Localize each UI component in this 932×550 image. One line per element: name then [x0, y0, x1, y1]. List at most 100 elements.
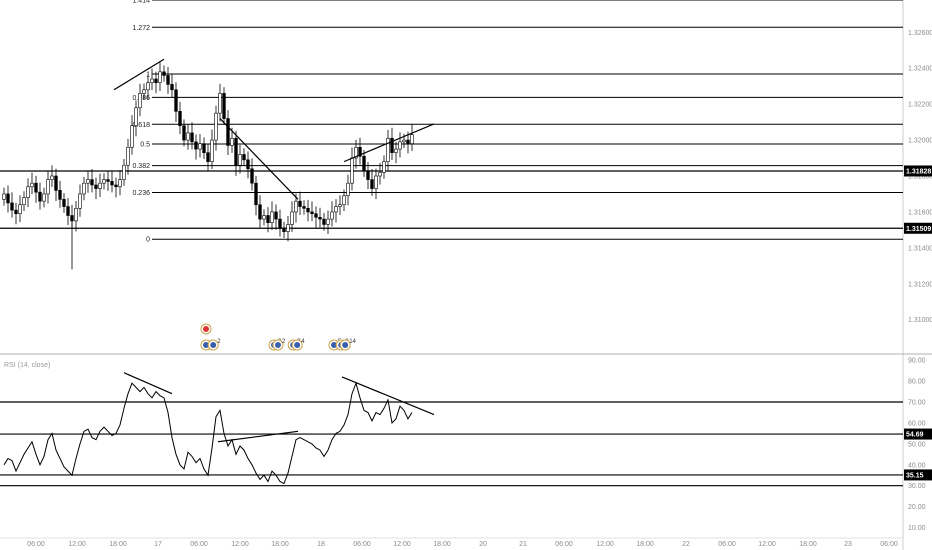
candle-body — [342, 195, 346, 206]
candle-body — [86, 179, 90, 184]
candle-body — [370, 179, 374, 189]
trendline[interactable] — [343, 123, 435, 163]
candle-body — [326, 218, 330, 225]
candle-body — [174, 89, 178, 112]
rsi-value-label: 54.69 — [906, 432, 924, 439]
candle-body — [314, 213, 318, 218]
candle-body — [218, 93, 222, 114]
event-flag-dot — [203, 326, 209, 332]
candle-body — [302, 206, 306, 209]
rsi-line — [3, 381, 413, 485]
candle-body — [150, 78, 154, 83]
candle-body — [330, 211, 334, 220]
price-badge — [904, 222, 932, 234]
fib-level-label: 0.236 — [132, 190, 150, 197]
candle-body — [318, 217, 322, 220]
rsi-trendline[interactable] — [217, 430, 299, 443]
candle-body — [58, 190, 62, 200]
candle-body — [306, 208, 310, 213]
time-tick-label: 12:00 — [393, 541, 411, 548]
price-tick-label: 1.31000 — [908, 317, 932, 324]
rsi-trendline[interactable] — [123, 372, 173, 395]
rsi-value-badge — [904, 428, 932, 440]
candle-body — [266, 215, 270, 223]
candle-body — [274, 211, 278, 220]
candle-body — [22, 197, 26, 206]
candle-body — [230, 137, 234, 146]
candle-body — [74, 208, 78, 222]
price-tick-label: 1.32200 — [908, 102, 932, 109]
time-tick-label: 06:00 — [190, 541, 208, 548]
event-count: 2 — [217, 339, 221, 345]
price-badge-label: 1.31509 — [906, 226, 931, 233]
time-tick-label: 06:00 — [555, 541, 573, 548]
time-tick-label: 22 — [682, 541, 690, 548]
candle-body — [310, 211, 314, 215]
candle-body — [10, 202, 14, 211]
candle-body — [386, 137, 390, 162]
rsi-trendline[interactable] — [341, 376, 435, 416]
candle-body — [106, 179, 110, 182]
candle-body — [206, 152, 210, 162]
candle-body — [270, 211, 274, 223]
event-count: 2 — [282, 339, 286, 345]
fib-level-label: 0 — [146, 237, 150, 244]
candle-body — [154, 78, 158, 83]
candle-body — [390, 137, 394, 153]
candle-body — [38, 191, 42, 202]
candle-body — [94, 184, 98, 189]
time-tick-label: 06:00 — [27, 541, 45, 548]
fib-level-label: 1.414 — [132, 0, 150, 5]
candle-body — [166, 75, 170, 85]
candle-body — [378, 172, 382, 177]
fib-level-label: 0.5 — [140, 142, 150, 149]
candle-body — [6, 193, 10, 204]
fib-level-label: 1.272 — [132, 25, 150, 32]
candle-body — [262, 215, 266, 220]
candle-body — [210, 139, 214, 162]
candle-body — [246, 159, 250, 170]
candle-body — [18, 204, 22, 215]
candle-body — [34, 182, 38, 193]
rsi-tick-label: 20.00 — [908, 504, 926, 511]
candle-body — [338, 204, 342, 207]
candle-body — [358, 146, 362, 157]
candle-body — [194, 141, 198, 150]
candle-body — [134, 107, 138, 127]
time-tick-label: 18 — [317, 541, 325, 548]
time-tick-label: 06:00 — [880, 541, 898, 548]
trendline[interactable] — [113, 58, 165, 91]
candle-body — [142, 89, 146, 94]
candle-body — [346, 182, 350, 197]
candle-body — [170, 84, 174, 91]
rsi-title: RSI (14, close) — [4, 362, 50, 369]
candle-body — [54, 175, 58, 191]
candle-body — [334, 206, 338, 213]
candle-body — [62, 199, 66, 207]
candle-body — [122, 164, 126, 180]
candle-body — [226, 118, 230, 146]
candle-body — [254, 182, 258, 206]
fib-level-label: 0.618 — [132, 122, 150, 129]
candle-body — [190, 132, 194, 143]
candle-body — [110, 181, 114, 186]
trendline[interactable] — [219, 118, 299, 200]
fib-level-label: 0.382 — [132, 163, 150, 170]
candle-body — [374, 175, 378, 189]
candle-body — [278, 218, 282, 229]
price-tick-label: 1.31200 — [908, 281, 932, 288]
candle-body — [202, 143, 206, 153]
candle-body — [290, 211, 294, 225]
candle-body — [250, 168, 254, 184]
candle-body — [182, 125, 186, 141]
price-tick-label: 1.31400 — [908, 245, 932, 252]
candle-body — [130, 125, 134, 148]
rsi-tick-label: 30.00 — [908, 483, 926, 490]
candle-body — [98, 182, 102, 189]
price-badge-label: 1.31828 — [906, 168, 931, 175]
price-tick-label: 1.31800 — [908, 174, 932, 181]
price-tick-label: 1.32400 — [908, 66, 932, 73]
time-tick-label: 06:00 — [718, 541, 736, 548]
event-flag-dot — [275, 342, 281, 348]
